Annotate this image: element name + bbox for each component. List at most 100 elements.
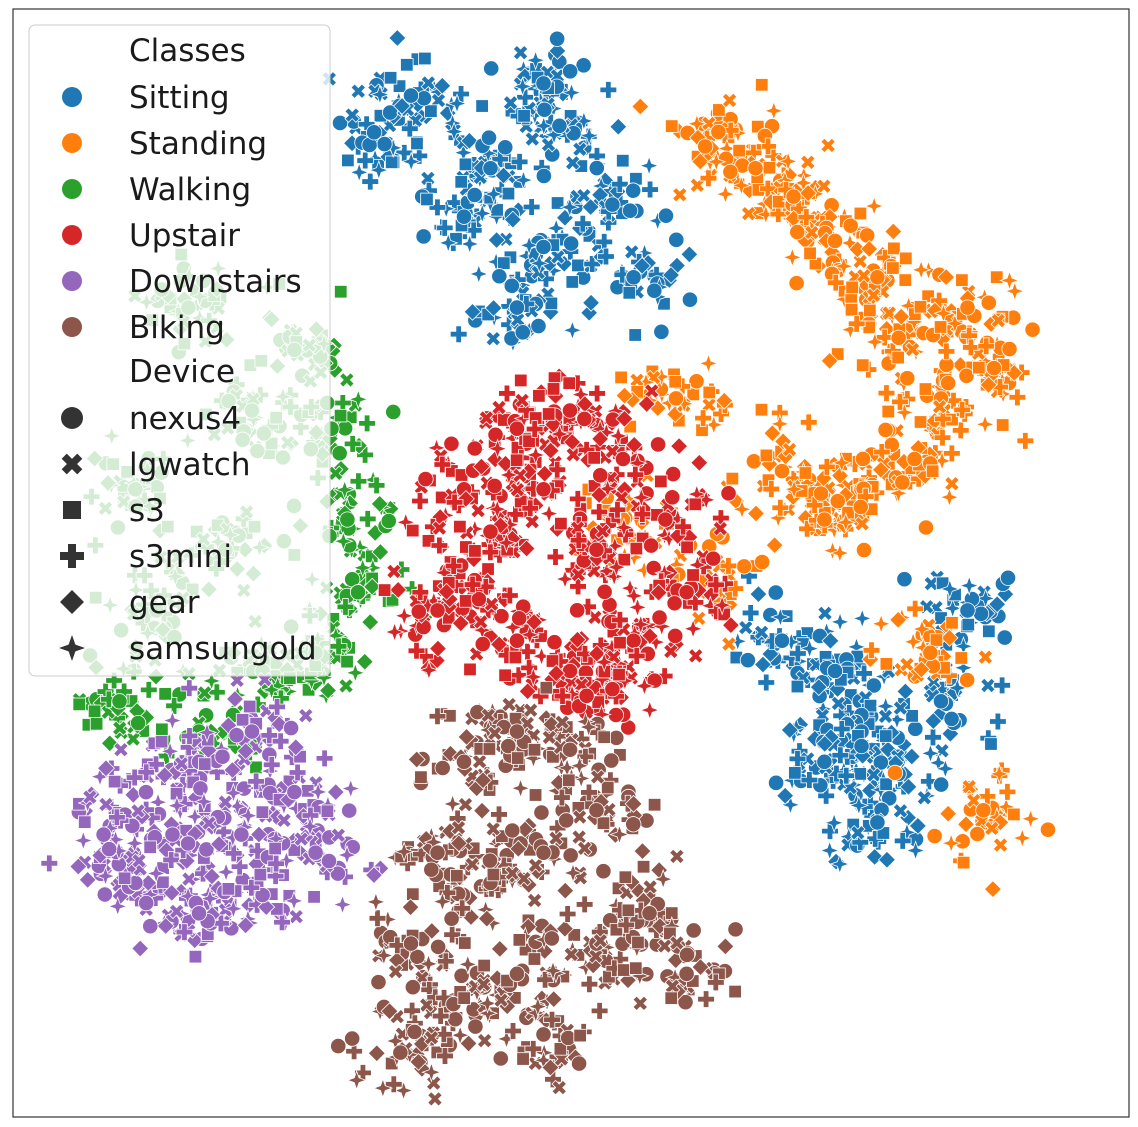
point-sitting-15 bbox=[959, 602, 976, 619]
point bbox=[485, 330, 502, 347]
point-biking-3 bbox=[588, 802, 605, 819]
point bbox=[138, 895, 155, 912]
point bbox=[509, 453, 524, 467]
point bbox=[817, 605, 833, 622]
point bbox=[886, 709, 908, 730]
point bbox=[745, 453, 763, 470]
point bbox=[528, 253, 550, 274]
point bbox=[87, 704, 102, 719]
point bbox=[350, 83, 367, 100]
point bbox=[739, 652, 756, 669]
point bbox=[484, 299, 503, 317]
point bbox=[228, 727, 245, 744]
point bbox=[877, 708, 894, 725]
point bbox=[837, 766, 856, 785]
point bbox=[404, 979, 421, 996]
point bbox=[596, 816, 611, 830]
point bbox=[821, 631, 840, 650]
point bbox=[820, 137, 836, 154]
point bbox=[863, 195, 885, 217]
point bbox=[725, 471, 740, 486]
point bbox=[945, 616, 959, 630]
point bbox=[524, 131, 541, 147]
point bbox=[513, 169, 534, 191]
point bbox=[879, 657, 894, 671]
point bbox=[512, 933, 527, 947]
point bbox=[344, 1030, 361, 1047]
point bbox=[955, 273, 969, 287]
point bbox=[576, 410, 593, 428]
point bbox=[475, 99, 489, 113]
point bbox=[423, 861, 440, 878]
point bbox=[156, 875, 170, 890]
point bbox=[616, 153, 630, 168]
point bbox=[668, 231, 685, 248]
point bbox=[562, 319, 583, 341]
point bbox=[320, 804, 335, 818]
point bbox=[972, 360, 986, 375]
point bbox=[434, 759, 451, 777]
point bbox=[649, 436, 667, 453]
point-walking-10 bbox=[339, 511, 356, 528]
point bbox=[466, 440, 483, 457]
legend-marker-biking bbox=[62, 317, 82, 337]
point bbox=[483, 183, 505, 205]
point bbox=[924, 728, 942, 747]
point bbox=[990, 270, 1004, 284]
series-sitting bbox=[321, 29, 1017, 875]
point-downstairs-8 bbox=[95, 826, 112, 843]
point bbox=[377, 583, 392, 597]
point-upstair-7 bbox=[561, 662, 579, 680]
point bbox=[607, 706, 625, 724]
point bbox=[881, 404, 895, 419]
point bbox=[830, 695, 847, 712]
point bbox=[989, 712, 1007, 731]
point bbox=[917, 519, 935, 536]
point bbox=[463, 302, 482, 321]
point-biking-9 bbox=[508, 965, 526, 982]
point bbox=[196, 685, 213, 701]
point bbox=[142, 918, 159, 935]
point bbox=[999, 569, 1017, 586]
legend-label-sitting: Sitting bbox=[129, 80, 230, 116]
point bbox=[533, 804, 550, 821]
legend-marker-upstair bbox=[62, 225, 82, 245]
point-upstair-10 bbox=[429, 602, 446, 619]
point bbox=[899, 777, 918, 796]
point bbox=[958, 575, 980, 596]
point-biking-0 bbox=[455, 753, 473, 770]
point bbox=[755, 78, 769, 92]
point bbox=[769, 205, 788, 223]
point bbox=[198, 757, 212, 771]
point bbox=[458, 594, 473, 608]
point bbox=[330, 1037, 347, 1055]
point bbox=[550, 196, 565, 210]
point bbox=[896, 682, 915, 701]
point bbox=[641, 180, 659, 199]
point bbox=[800, 771, 819, 789]
point-upstair-8 bbox=[508, 632, 526, 649]
point bbox=[688, 497, 703, 511]
point bbox=[562, 773, 576, 787]
point-upstair-11 bbox=[482, 523, 499, 540]
point bbox=[383, 71, 398, 85]
point-upstair-2 bbox=[561, 402, 579, 419]
point bbox=[740, 205, 757, 222]
point bbox=[543, 930, 560, 947]
point bbox=[497, 139, 514, 156]
point bbox=[349, 472, 368, 491]
point bbox=[380, 512, 397, 530]
point-standing-16 bbox=[922, 644, 939, 661]
point bbox=[877, 421, 894, 439]
point-sitting-4 bbox=[508, 299, 526, 316]
point bbox=[633, 256, 652, 275]
point bbox=[430, 938, 447, 955]
point bbox=[892, 803, 909, 819]
point bbox=[345, 662, 366, 684]
point bbox=[518, 235, 540, 256]
point bbox=[477, 958, 491, 973]
point bbox=[610, 175, 629, 194]
point bbox=[939, 578, 961, 600]
point bbox=[498, 668, 512, 682]
